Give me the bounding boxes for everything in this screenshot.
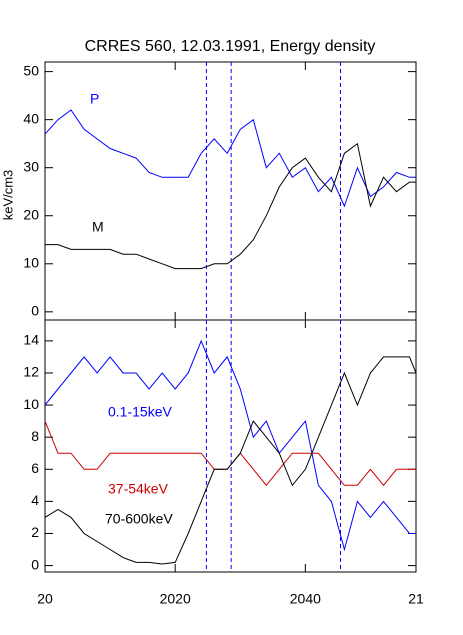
- y-tick-label: 0: [31, 303, 39, 319]
- series-line: [44, 109, 416, 208]
- y-tick-label: 2: [31, 524, 39, 540]
- series-line: [44, 356, 417, 565]
- y-tick-label: 10: [23, 254, 39, 270]
- series-label: M: [92, 219, 104, 235]
- y-tick-label: 0: [31, 556, 39, 572]
- y-tick-label: 14: [23, 332, 39, 348]
- series-line: [44, 420, 416, 487]
- series-label: P: [90, 91, 99, 107]
- chart-title: CRRES 560, 12.03.1991, Energy density: [85, 38, 376, 55]
- y-tick-label: 40: [23, 110, 39, 126]
- series-label: 37-54keV: [108, 481, 169, 497]
- y-tick-label: 6: [31, 460, 39, 476]
- plot-frame: [44, 319, 417, 573]
- y-tick-label: 50: [23, 62, 39, 78]
- plot-frame: [44, 61, 417, 321]
- y-tick-label: 12: [23, 364, 39, 380]
- y-tick-label: 4: [31, 492, 39, 508]
- x-tick-label: 20: [37, 591, 53, 607]
- x-tick-label: 2020: [160, 591, 191, 607]
- y-tick-label: 30: [23, 158, 39, 174]
- x-tick-label: 21: [408, 591, 424, 607]
- y-axis-label: keV/cm3: [0, 170, 15, 221]
- x-tick-label: 2040: [290, 591, 321, 607]
- y-tick-label: 8: [31, 428, 39, 444]
- y-tick-label: 20: [23, 206, 39, 222]
- series-line: [45, 142, 416, 270]
- series-line: [44, 339, 416, 552]
- y-tick-label: 10: [23, 396, 39, 412]
- series-label: 70-600keV: [105, 511, 173, 527]
- series-label: 0.1-15keV: [108, 404, 172, 420]
